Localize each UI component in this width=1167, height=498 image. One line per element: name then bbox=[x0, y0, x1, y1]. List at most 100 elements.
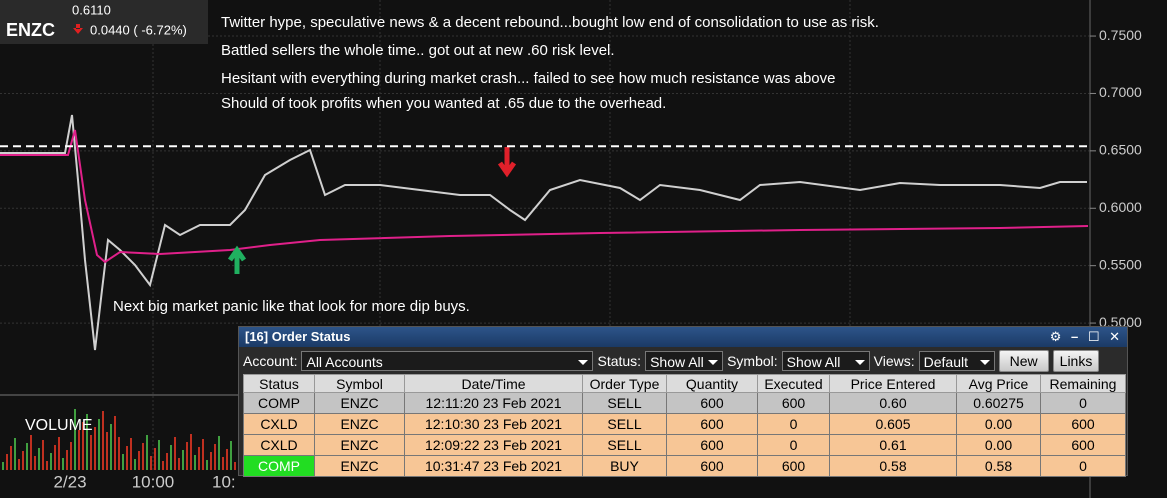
cell: 600 bbox=[666, 455, 758, 477]
status-select[interactable]: Show All bbox=[645, 350, 724, 371]
column-header: Price Entered bbox=[829, 374, 957, 393]
annotation: Hesitant with everything during market c… bbox=[221, 70, 835, 87]
y-tick-label: 0.7500 bbox=[1099, 27, 1142, 43]
volume-bar bbox=[30, 435, 32, 470]
links-button[interactable]: Links bbox=[1052, 349, 1100, 372]
y-tick-label: 0.5500 bbox=[1099, 256, 1142, 272]
volume-bar bbox=[74, 409, 76, 470]
volume-bar bbox=[226, 449, 228, 470]
order-row[interactable]: CXLD ENZC 12:09:22 23 Feb 2021 SELL 600 0 0.61… bbox=[243, 434, 1126, 456]
cell: 0 bbox=[757, 413, 830, 435]
cell: COMP bbox=[243, 392, 315, 414]
volume-bar bbox=[2, 462, 4, 470]
cell: 600 bbox=[1040, 413, 1126, 435]
account-select[interactable]: All Accounts bbox=[301, 350, 594, 371]
cell: 12:11:20 23 Feb 2021 bbox=[404, 392, 583, 414]
cell: ENZC bbox=[314, 413, 405, 435]
volume-bar bbox=[66, 450, 68, 470]
volume-bar bbox=[58, 437, 60, 470]
window-controls[interactable]: ⚙ – ☐ ✕ bbox=[1049, 329, 1123, 344]
column-header: Executed bbox=[757, 374, 830, 393]
cell: SELL bbox=[582, 392, 667, 414]
volume-bar bbox=[170, 445, 172, 470]
volume-bar bbox=[98, 419, 100, 470]
volume-bar bbox=[110, 424, 112, 470]
header-row: Status Symbol Date/Time Order Type Quantity E… bbox=[243, 374, 1126, 393]
column-header: Remaining bbox=[1040, 374, 1126, 393]
volume-bar bbox=[6, 454, 8, 470]
y-tick-label: 0.7000 bbox=[1099, 84, 1142, 100]
last-price: 0.6110 bbox=[72, 2, 111, 17]
cell: 0.60 bbox=[829, 392, 957, 414]
cell: 0.58 bbox=[829, 455, 957, 477]
cell: 0.00 bbox=[956, 413, 1041, 435]
column-header: Symbol bbox=[314, 374, 405, 393]
sell-arrow bbox=[497, 147, 517, 178]
volume-bar bbox=[14, 438, 16, 470]
volume-bar bbox=[106, 432, 108, 470]
cell: 0 bbox=[1040, 455, 1126, 477]
dip-note: Next big market panic like that look for… bbox=[113, 298, 470, 315]
volume-bar bbox=[46, 461, 48, 470]
column-header: Status bbox=[243, 374, 315, 393]
cell: BUY bbox=[582, 455, 667, 477]
down-icon bbox=[73, 24, 83, 34]
order-row[interactable]: COMP ENZC 10:31:47 23 Feb 2021 BUY 600 600 0.5… bbox=[243, 455, 1126, 477]
buy-arrow bbox=[227, 245, 247, 274]
cell: 600 bbox=[757, 455, 830, 477]
cell: 0.60275 bbox=[956, 392, 1041, 414]
price-change: 0.0440 ( -6.72%) bbox=[90, 22, 187, 37]
cell: 0.61 bbox=[829, 434, 957, 456]
volume-bar bbox=[234, 462, 236, 470]
ticker-symbol: ENZC bbox=[6, 20, 55, 40]
column-header: Date/Time bbox=[404, 374, 583, 393]
volume-bar bbox=[38, 448, 40, 470]
cell: CXLD bbox=[243, 434, 315, 456]
panel-titlebar: [16] Order Status ⚙ – ☐ ✕ bbox=[239, 327, 1127, 347]
column-header: Order Type bbox=[582, 374, 667, 393]
cell: 12:09:22 23 Feb 2021 bbox=[404, 434, 583, 456]
symbol-select[interactable]: Show All bbox=[781, 350, 870, 371]
volume-bar bbox=[222, 457, 224, 470]
volume-bar bbox=[218, 436, 220, 470]
volume-bar bbox=[214, 444, 216, 470]
orders-table: Status Symbol Date/Time Order Type Quantity E… bbox=[243, 374, 1126, 477]
volume-bar bbox=[126, 446, 128, 470]
status-label: Status: bbox=[597, 352, 642, 369]
volume-bar bbox=[10, 446, 12, 470]
toolbar: Account: All Accounts Status: Show All S… bbox=[239, 347, 1127, 374]
volume-bar bbox=[146, 435, 148, 470]
new-button[interactable]: New bbox=[998, 349, 1049, 372]
ticker-box bbox=[0, 0, 208, 44]
volume-bar bbox=[158, 440, 160, 470]
volume-bar bbox=[18, 459, 20, 470]
cell: ENZC bbox=[314, 455, 405, 477]
volume-bar bbox=[178, 458, 180, 470]
account-label: Account: bbox=[243, 352, 298, 369]
cell: ENZC bbox=[314, 392, 405, 414]
volume-bar bbox=[186, 442, 188, 470]
volume-bar bbox=[42, 440, 44, 470]
x-label: 2/23 bbox=[53, 472, 86, 491]
views-label: Views: bbox=[873, 352, 915, 369]
volume-bar bbox=[34, 456, 36, 470]
y-tick-label: 0.5000 bbox=[1099, 314, 1142, 330]
volume-bar bbox=[50, 453, 52, 470]
volume-bar bbox=[166, 453, 168, 470]
volume-bar bbox=[130, 438, 132, 470]
order-row[interactable]: CXLD ENZC 12:10:30 23 Feb 2021 SELL 600 0 0.60… bbox=[243, 413, 1126, 435]
volume-bar bbox=[162, 461, 164, 470]
x-label: 10: bbox=[212, 472, 236, 491]
views-select[interactable]: Default bbox=[918, 350, 995, 371]
volume-bar bbox=[202, 439, 204, 470]
symbol-label: Symbol: bbox=[727, 352, 778, 369]
volume-bar bbox=[114, 416, 116, 470]
cell: 0 bbox=[1040, 392, 1126, 414]
cell: 12:10:30 23 Feb 2021 bbox=[404, 413, 583, 435]
order-status-panel: [16] Order Status ⚙ – ☐ ✕ Account: All A… bbox=[238, 326, 1128, 477]
price-trace bbox=[0, 114, 1087, 351]
volume-bar bbox=[194, 455, 196, 470]
order-row[interactable]: COMP ENZC 12:11:20 23 Feb 2021 SELL 600 600 0.… bbox=[243, 392, 1126, 414]
volume-bar bbox=[190, 434, 192, 470]
